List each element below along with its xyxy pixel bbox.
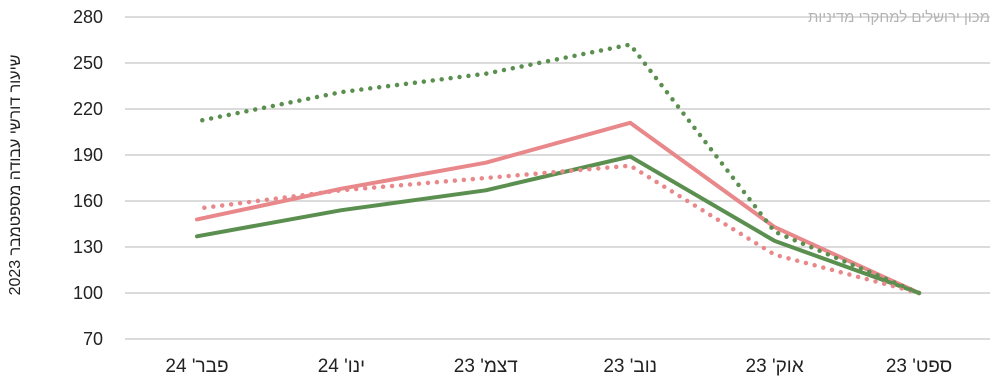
y-tick-label: 220 — [73, 99, 103, 119]
y-axis-label: שיעור דורשי עבודה מספטמבר 2023 — [7, 55, 24, 296]
x-tick-label: דצמ' 23 — [454, 356, 518, 377]
y-tick-label: 250 — [73, 53, 103, 73]
x-tick-label: אוק' 23 — [746, 356, 804, 377]
series-line-1 — [195, 120, 921, 295]
y-tick-label: 70 — [83, 329, 103, 349]
y-tick-label: 280 — [73, 7, 103, 27]
x-tick-label: פבר' 24 — [165, 356, 228, 377]
y-tick-label: 160 — [73, 191, 103, 211]
watermark-text: מכון ירושלים למחקרי מדיניות — [808, 9, 990, 26]
series-line-2 — [195, 154, 921, 295]
series-line-4 — [194, 42, 922, 296]
y-tick-label: 100 — [73, 283, 103, 303]
y-tick-label: 190 — [73, 145, 103, 165]
x-tick-label: ספט' 23 — [886, 356, 952, 377]
y-tick-label: 130 — [73, 237, 103, 257]
x-tick-label: נוב' 23 — [603, 356, 657, 377]
x-tick-labels: ספט' 23 אוק' 23 נוב' 23 דצמ' 23 ינו' 24 פבר' … — [165, 356, 952, 377]
grid-lines — [125, 16, 990, 340]
series-lines — [194, 42, 922, 296]
series-line-3 — [194, 163, 922, 296]
y-tick-labels: 70 100 130 160 190 220 250 280 — [73, 7, 103, 349]
x-tick-label: ינו' 24 — [318, 356, 365, 377]
